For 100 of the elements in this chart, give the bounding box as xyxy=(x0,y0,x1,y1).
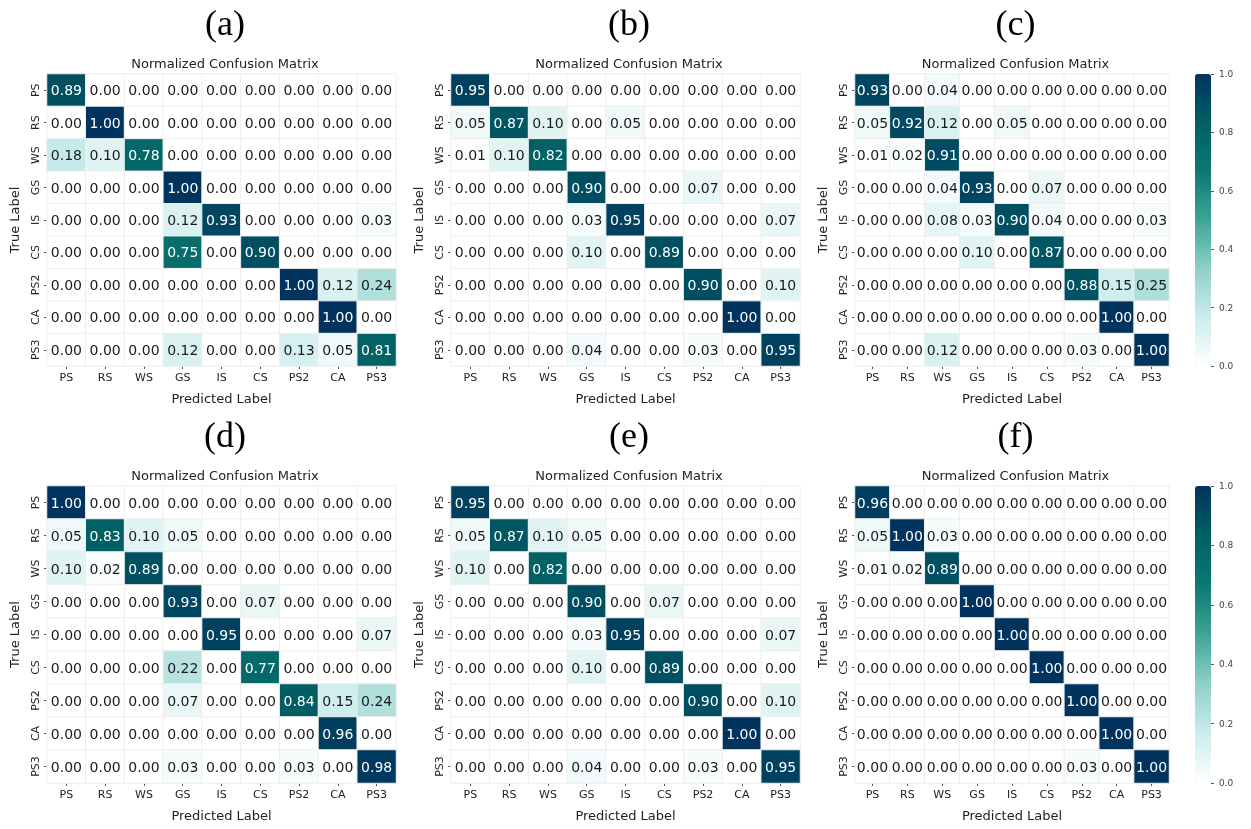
y-tick-label: PS xyxy=(433,495,446,510)
data-label: 0.89 xyxy=(926,560,958,577)
data-label: 0.00 xyxy=(891,725,923,742)
y-tick-label: IS xyxy=(837,214,850,226)
data-label: 1.00 xyxy=(1101,309,1133,326)
data-label: 0.00 xyxy=(765,527,797,544)
data-label: 0.00 xyxy=(996,659,1028,676)
x-tick-label: GS xyxy=(578,371,595,384)
data-label: 0.00 xyxy=(454,626,486,643)
data-label: 0.00 xyxy=(322,244,354,261)
data-label: 1.00 xyxy=(1031,659,1063,676)
data-label: 0.00 xyxy=(648,212,680,228)
data-label: 1.00 xyxy=(1101,725,1133,742)
data-label: 0.00 xyxy=(926,725,958,742)
chart-subtitle: Normalized Confusion Matrix xyxy=(131,56,320,71)
data-label: 0.00 xyxy=(244,725,276,742)
data-label: 0.00 xyxy=(283,309,315,326)
data-label: 0.00 xyxy=(609,309,642,326)
data-label: 0.00 xyxy=(50,659,82,676)
data-label: 0.00 xyxy=(244,147,276,164)
data-label: 0.03 xyxy=(361,212,393,228)
y-tick-label: PS2 xyxy=(29,690,42,711)
data-label: 0.00 xyxy=(1135,692,1168,709)
data-label: 0.00 xyxy=(532,82,564,99)
data-label: 0.00 xyxy=(891,244,923,261)
data-label: 0.00 xyxy=(205,276,238,293)
data-label: 0.00 xyxy=(493,179,525,196)
data-label: 0.03 xyxy=(571,212,603,228)
data-label: 0.00 xyxy=(609,276,642,293)
data-label: 0.00 xyxy=(454,725,486,742)
y-tick-label: WS xyxy=(29,146,42,165)
data-label: 0.00 xyxy=(726,494,758,511)
data-label: 0.00 xyxy=(765,244,797,261)
data-label: 0.00 xyxy=(283,593,315,610)
data-label: 0.10 xyxy=(454,560,486,577)
data-label: 0.00 xyxy=(1101,147,1133,164)
data-label: 0.02 xyxy=(891,560,923,577)
data-label: 0.00 xyxy=(926,659,958,676)
data-label: 0.00 xyxy=(856,212,889,228)
data-label: 0.00 xyxy=(891,276,923,293)
data-label: 0.03 xyxy=(926,527,958,544)
data-label: 0.00 xyxy=(609,593,642,610)
data-label: 0.00 xyxy=(532,758,564,775)
y-tick-label: CS xyxy=(837,245,850,260)
x-tick-label: RS xyxy=(900,371,915,384)
data-label: 0.00 xyxy=(1031,692,1063,709)
data-label: 0.00 xyxy=(361,114,393,131)
data-label: 0.00 xyxy=(1066,309,1098,326)
data-label: 0.00 xyxy=(89,758,121,775)
data-label: 0.00 xyxy=(648,147,680,164)
data-label: 0.03 xyxy=(167,758,199,775)
data-label: 0.00 xyxy=(1031,560,1063,577)
y-tick-label: RS xyxy=(837,115,850,130)
data-label: 0.12 xyxy=(167,212,199,228)
y-tick-label: CS xyxy=(433,245,446,260)
y-tick-label: PS3 xyxy=(29,756,42,777)
data-label: 0.00 xyxy=(532,692,564,709)
color-bar-label: 0.8 xyxy=(1219,127,1234,138)
y-tick-label: RS xyxy=(433,528,446,543)
data-label: 0.00 xyxy=(571,692,603,709)
data-label: 0.00 xyxy=(493,309,525,326)
x-tick-label: PS3 xyxy=(366,371,387,384)
data-label: 0.00 xyxy=(205,494,238,511)
y-tick-label: WS xyxy=(433,146,446,165)
data-label: 0.00 xyxy=(609,494,642,511)
data-label: 0.04 xyxy=(571,758,603,775)
data-label: 0.00 xyxy=(205,560,238,577)
data-label: 0.00 xyxy=(1066,147,1098,164)
data-label: 0.00 xyxy=(765,560,797,577)
data-label: 0.00 xyxy=(891,82,923,99)
y-tick-label: IS xyxy=(433,629,446,640)
data-label: 0.00 xyxy=(996,244,1028,261)
data-label: 0.00 xyxy=(765,659,797,676)
data-label: 1.00 xyxy=(961,593,993,610)
x-tick-label: RS xyxy=(501,371,517,384)
data-label: 0.00 xyxy=(687,527,719,544)
data-label: 0.00 xyxy=(726,341,758,358)
data-label: 0.00 xyxy=(167,626,199,643)
data-label: 0.10 xyxy=(50,560,82,577)
y-tick-label: PS xyxy=(433,83,446,98)
data-label: 0.82 xyxy=(532,560,564,577)
data-label: 1.00 xyxy=(167,179,199,196)
data-label: 0.00 xyxy=(50,593,82,610)
data-label: 0.00 xyxy=(1031,82,1063,99)
x-tick-label: WS xyxy=(933,788,952,801)
data-label: 0.00 xyxy=(891,212,923,228)
data-label: 0.00 xyxy=(532,725,564,742)
chart-title: (f) xyxy=(997,415,1034,455)
data-label: 0.00 xyxy=(648,725,680,742)
data-label: 0.24 xyxy=(361,692,393,709)
color-bar-label: 0.4 xyxy=(1219,244,1234,255)
y-tick-label: IS xyxy=(433,214,446,226)
y-tick-label: CS xyxy=(837,660,850,675)
data-label: 0.00 xyxy=(322,659,354,676)
x-tick-label: PS3 xyxy=(770,788,791,801)
data-label: 0.22 xyxy=(167,659,199,676)
x-tick-label: CS xyxy=(1039,371,1055,384)
data-label: 0.00 xyxy=(361,560,393,577)
data-label: 0.00 xyxy=(89,179,121,196)
x-tick-label: PS3 xyxy=(366,788,387,801)
